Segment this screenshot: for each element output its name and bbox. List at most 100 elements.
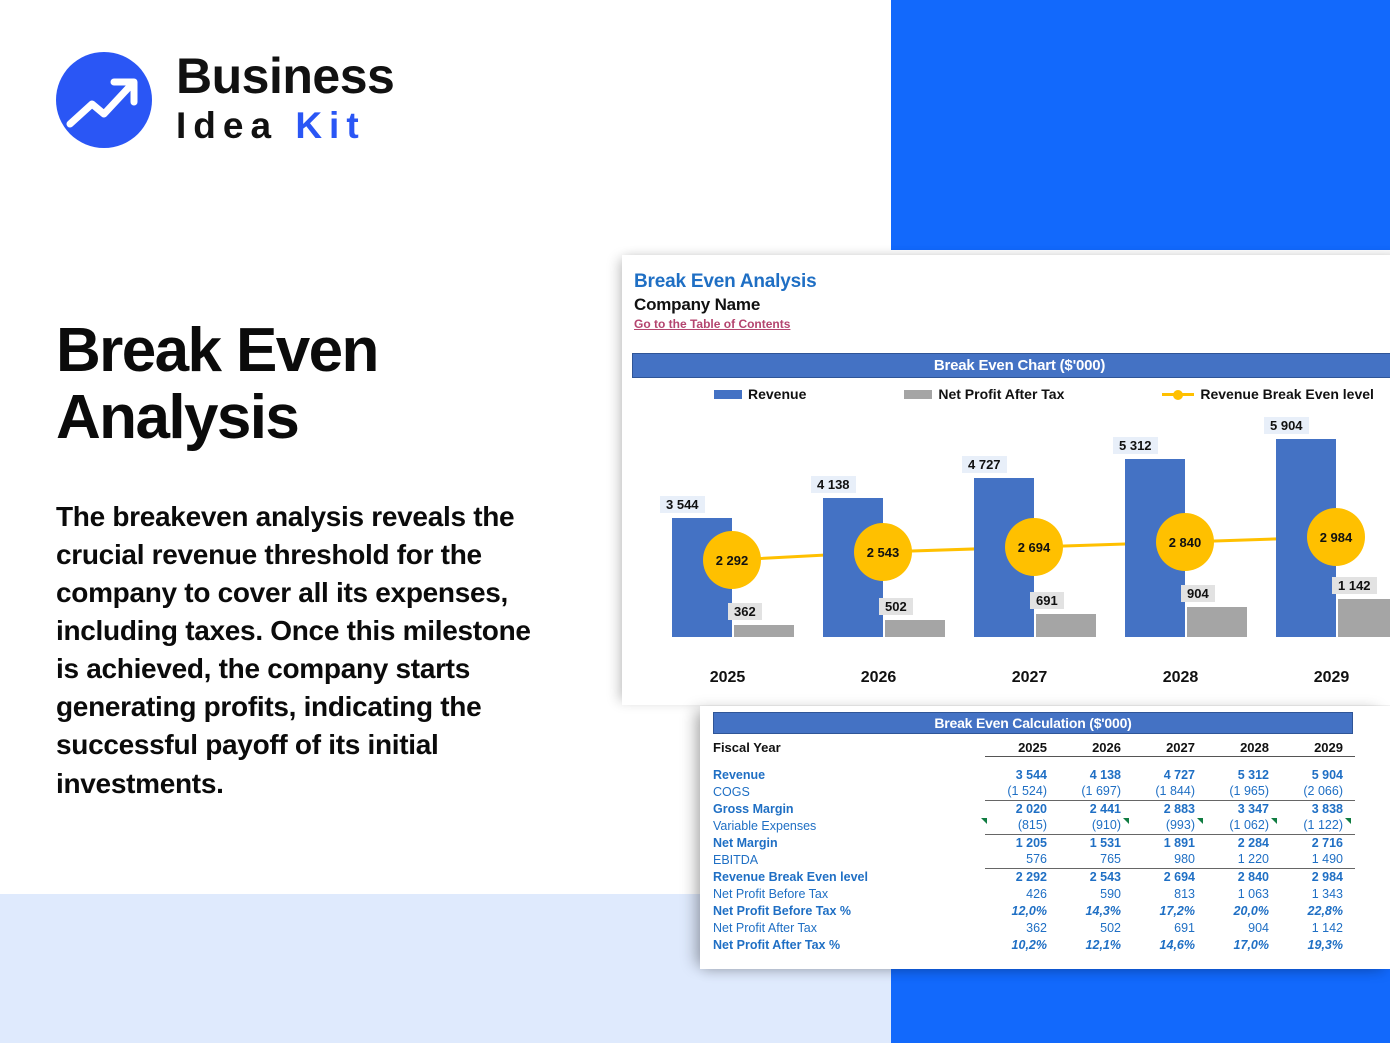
- axis-category-label-2026: 2026: [860, 669, 897, 686]
- table-cell-2029: 1 343: [1311, 886, 1343, 901]
- break-even-marker-2027[interactable]: 2 694: [1005, 518, 1063, 576]
- axis-category-label-2028: 2028: [1162, 669, 1199, 686]
- page-title: Break Even Analysis: [56, 316, 379, 452]
- chart-title-band: Break Even Chart ($'000): [632, 353, 1390, 378]
- table-cell-2027: 980: [1133, 851, 1207, 869]
- legend-swatch-net-profit-icon: [904, 389, 933, 399]
- table-cell-2025: 3 544: [1015, 767, 1047, 782]
- table-cell-2025: 426: [1026, 886, 1047, 901]
- table-header-row: Fiscal Year 2025 2026 2027 2028 2029: [713, 739, 1355, 757]
- break-even-marker-2029[interactable]: 2 984: [1307, 508, 1365, 566]
- table-row-label-gross-margin: Gross Margin: [713, 801, 794, 816]
- table-spacer-row: [713, 756, 1355, 766]
- table-row: Revenue 3 544 4 138 4 727 5 312 5 904: [713, 766, 1355, 783]
- table-cell-2026: 765: [1059, 851, 1133, 869]
- table-cell-2028: 2 284: [1237, 835, 1269, 850]
- table-row-label-revenue: Revenue: [713, 767, 766, 782]
- table-row-label-net-profit-before-tax: Net Profit Before Tax %: [713, 903, 851, 918]
- table-cell-2027: 813: [1174, 886, 1195, 901]
- chart-plot-area: 3 544 362 2025 4 138 502 2026 4 727 691 2027 5 31…: [632, 410, 1390, 695]
- table-cell-2028: (1 062): [1207, 817, 1281, 835]
- spreadsheet-table-panel: Break Even Calculation ($'000) Fiscal Ye…: [700, 706, 1390, 969]
- legend-swatch-revenue-icon: [714, 389, 742, 399]
- table-row: Revenue Break Even level 2 292 2 543 2 694 2…: [713, 868, 1355, 885]
- table-row-label-net-profit-after-tax: Net Profit After Tax %: [713, 937, 841, 952]
- legend-label-revenue: Revenue: [748, 386, 807, 402]
- table-cell-2026: 590: [1100, 886, 1121, 901]
- legend-label-net-profit-after-tax: Net Profit After Tax: [938, 386, 1065, 402]
- table-cell-2026: 2 543: [1089, 869, 1121, 884]
- table-cell-2029: 2 984: [1311, 869, 1343, 884]
- table-header-year-2028: 2028: [1207, 739, 1281, 757]
- legend-item-revenue: Revenue: [714, 386, 806, 402]
- table-cell-2029: 1 142: [1311, 920, 1343, 935]
- table-cell-2025: 10,2%: [1011, 937, 1047, 952]
- table-row-label-ebitda: EBITDA: [713, 852, 759, 867]
- table-cell-2027: 2 694: [1163, 869, 1195, 884]
- data-label-net-profit-2029: 1 142: [1332, 577, 1377, 594]
- table-cell-2026: 2 441: [1089, 801, 1121, 816]
- bar-net-profit-after-tax-2027[interactable]: [1036, 614, 1096, 637]
- table-row: EBITDA 576 765 980 1 220 1 490: [713, 851, 1355, 869]
- table-cell-2028: 5 312: [1237, 767, 1269, 782]
- table-header-fiscal-year: Fiscal Year: [713, 740, 781, 755]
- spreadsheet-chart-panel: Break Even Analysis Company Name Go to t…: [622, 255, 1390, 705]
- table-cell-2027: (993): [1133, 817, 1207, 835]
- axis-category-label-2029: 2029: [1313, 669, 1350, 686]
- axis-category-label-2027: 2027: [1011, 669, 1048, 686]
- chart-group-2027: 4 727 691 2027: [952, 427, 1107, 686]
- brand-logo: Business Idea Kit: [56, 48, 436, 152]
- bar-net-profit-after-tax-2025[interactable]: [734, 625, 794, 637]
- sheet-title: Break Even Analysis: [634, 271, 817, 292]
- table-title-band: Break Even Calculation ($'000): [713, 712, 1353, 734]
- bar-net-profit-after-tax-2026[interactable]: [885, 620, 945, 637]
- table-cell-2027: (1 844): [1133, 783, 1207, 801]
- table-cell-2027: 691: [1174, 920, 1195, 935]
- table-row: Net Margin 1 205 1 531 1 891 2 284 2 716: [713, 834, 1355, 851]
- legend-marker-line-icon: [1162, 389, 1195, 400]
- table-row: Net Profit Before Tax 426 590 813 1 063 1 343: [713, 885, 1355, 902]
- table-of-contents-link[interactable]: Go to the Table of Contents: [634, 317, 791, 331]
- bar-net-profit-after-tax-2029[interactable]: [1338, 599, 1390, 637]
- logo-wordmark-line1: Business: [176, 48, 395, 104]
- table-row-label-net-profit-before-tax: Net Profit Before Tax: [713, 886, 829, 901]
- table-row: Net Profit After Tax 362 502 691 904 1 142: [713, 919, 1355, 936]
- table-cell-2025: 576: [985, 851, 1059, 869]
- decoration-blue-block-top-right: [891, 0, 1390, 250]
- table-cell-2025: (1 524): [985, 783, 1059, 801]
- table-cell-2028: 1 220: [1207, 851, 1281, 869]
- table-cell-2029: 3 838: [1311, 801, 1343, 816]
- table-row: COGS (1 524) (1 697) (1 844) (1 965) (2 066): [713, 783, 1355, 801]
- table-cell-2026: 1 531: [1089, 835, 1121, 850]
- data-label-revenue-2028: 5 312: [1113, 437, 1158, 454]
- break-even-marker-2025[interactable]: 2 292: [703, 531, 761, 589]
- table-row-label-cogs: COGS: [713, 784, 750, 799]
- table-cell-2028: (1 965): [1207, 783, 1281, 801]
- logo-idea-text: Idea: [176, 105, 279, 146]
- table-cell-2025: 2 292: [1015, 869, 1047, 884]
- legend-label-break-even-level: Revenue Break Even level: [1200, 386, 1374, 402]
- table-cell-2028: 2 840: [1237, 869, 1269, 884]
- table-cell-2029: 22,8%: [1307, 903, 1343, 918]
- bar-net-profit-after-tax-2028[interactable]: [1187, 607, 1247, 637]
- table-cell-2028: 20,0%: [1233, 903, 1269, 918]
- growth-arrow-icon: [56, 52, 152, 148]
- axis-category-label-2025: 2025: [709, 669, 746, 686]
- break-even-marker-2026[interactable]: 2 543: [854, 523, 912, 581]
- table-header-year-2027: 2027: [1133, 739, 1207, 757]
- table-cell-2029: (1 122): [1281, 817, 1355, 835]
- break-even-marker-2028[interactable]: 2 840: [1156, 513, 1214, 571]
- data-label-revenue-2026: 4 138: [811, 476, 856, 493]
- table-row-label-revenue-break-even-level: Revenue Break Even level: [713, 869, 868, 884]
- table-cell-2029: 2 716: [1311, 835, 1343, 850]
- table-cell-2025: 362: [1026, 920, 1047, 935]
- table-cell-2028: 904: [1248, 920, 1269, 935]
- data-label-revenue-2025: 3 544: [660, 496, 705, 513]
- table-cell-2026: 502: [1100, 920, 1121, 935]
- table-cell-2027: 14,6%: [1159, 937, 1195, 952]
- data-label-net-profit-2026: 502: [879, 598, 913, 615]
- table-cell-2029: 19,3%: [1307, 937, 1343, 952]
- table-row: Gross Margin 2 020 2 441 2 883 3 347 3 838: [713, 800, 1355, 817]
- table-cell-2029: (2 066): [1281, 783, 1355, 801]
